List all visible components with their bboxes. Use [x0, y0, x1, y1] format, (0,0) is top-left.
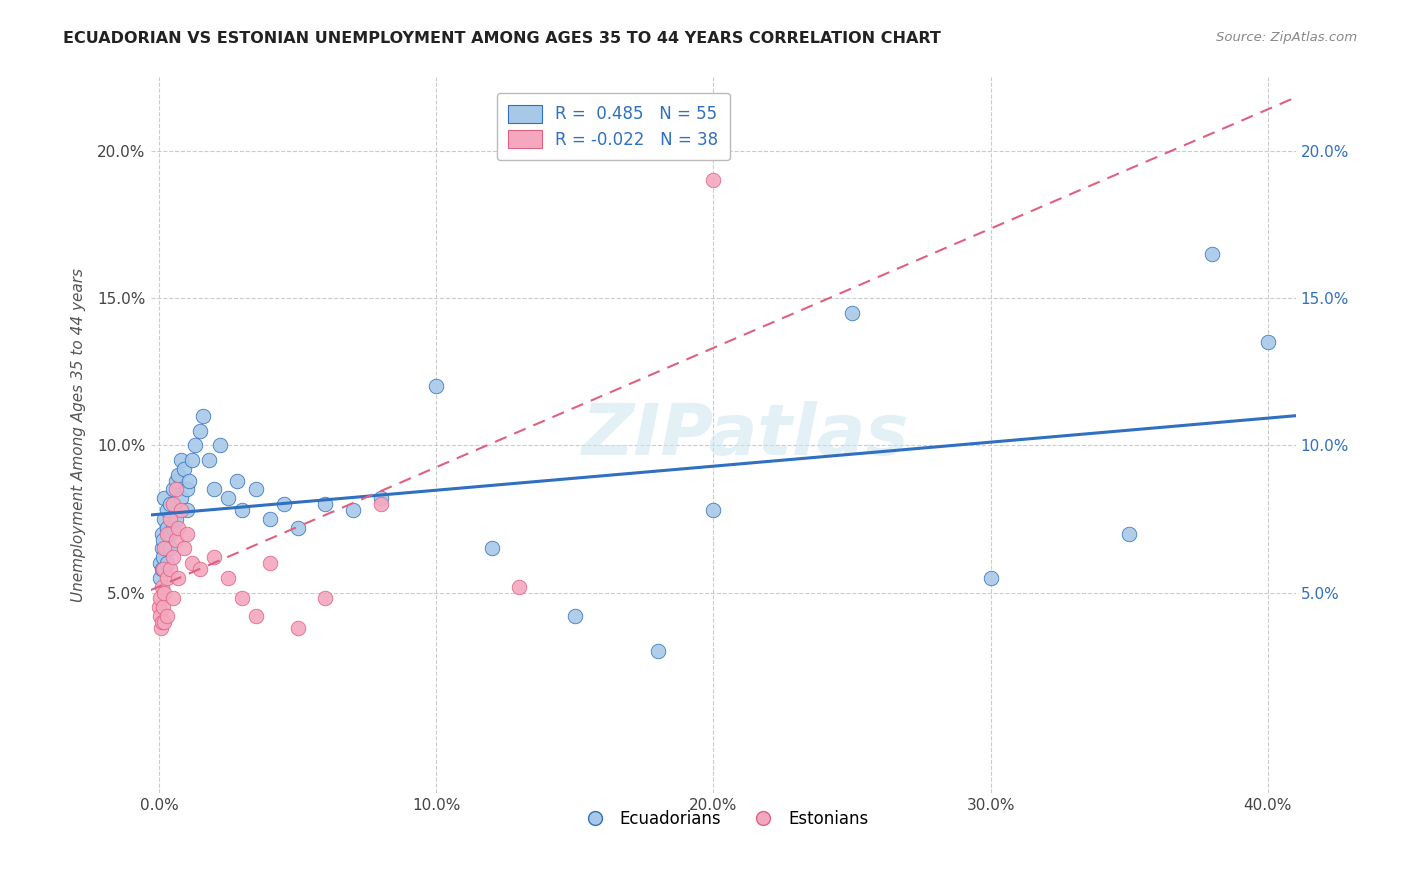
Point: [156, 503, 179, 517]
Point: [150, 621, 173, 635]
Point: [370, 497, 392, 511]
Point: [259, 512, 281, 526]
Point: [165, 533, 187, 547]
Point: [159, 562, 181, 576]
Point: [150, 526, 173, 541]
Point: [314, 591, 336, 606]
Point: [273, 497, 295, 511]
Point: [159, 512, 181, 526]
Point: [153, 562, 176, 576]
Point: [564, 609, 586, 624]
Point: [225, 474, 247, 488]
Point: [202, 550, 225, 565]
Point: [245, 609, 267, 624]
Point: [167, 571, 190, 585]
Point: [153, 585, 176, 599]
Point: [153, 541, 176, 556]
Point: [173, 541, 195, 556]
Point: [184, 438, 207, 452]
Point: [190, 562, 212, 576]
Point: [150, 541, 173, 556]
Point: [1201, 247, 1223, 261]
Point: [170, 453, 193, 467]
Point: [153, 615, 176, 629]
Point: [202, 483, 225, 497]
Point: [190, 424, 212, 438]
Point: [287, 521, 309, 535]
Point: [342, 503, 364, 517]
Point: [1257, 335, 1279, 350]
Point: [647, 644, 669, 658]
Point: [156, 571, 179, 585]
Point: [370, 491, 392, 506]
Legend: Ecuadorians, Estonians: Ecuadorians, Estonians: [571, 803, 875, 834]
Point: [217, 491, 239, 506]
Point: [231, 591, 253, 606]
Point: [170, 491, 193, 506]
Point: [156, 556, 179, 570]
Point: [152, 562, 174, 576]
Point: [150, 562, 173, 576]
Point: [193, 409, 215, 423]
Point: [156, 609, 179, 624]
Point: [165, 512, 187, 526]
Point: [314, 497, 336, 511]
Point: [176, 503, 198, 517]
Point: [162, 591, 184, 606]
Point: [980, 571, 1002, 585]
Point: [176, 483, 198, 497]
Point: [287, 621, 309, 635]
Point: [162, 483, 184, 497]
Point: [150, 580, 173, 594]
Point: [208, 438, 231, 452]
Point: [152, 533, 174, 547]
Point: [1118, 526, 1140, 541]
Point: [156, 521, 179, 535]
Point: [150, 615, 173, 629]
Point: [181, 556, 204, 570]
Point: [155, 541, 177, 556]
Point: [217, 571, 239, 585]
Point: [176, 526, 198, 541]
Point: [149, 571, 172, 585]
Point: [159, 497, 181, 511]
Point: [149, 591, 172, 606]
Text: ZIPatlas: ZIPatlas: [582, 401, 910, 469]
Point: [259, 556, 281, 570]
Point: [152, 550, 174, 565]
Point: [153, 491, 176, 506]
Point: [148, 600, 170, 615]
Point: [167, 467, 190, 482]
Point: [198, 453, 221, 467]
Point: [149, 556, 172, 570]
Point: [162, 550, 184, 565]
Point: [508, 580, 530, 594]
Point: [245, 483, 267, 497]
Point: [702, 173, 724, 187]
Point: [153, 512, 176, 526]
Point: [170, 503, 193, 517]
Point: [165, 474, 187, 488]
Point: [162, 521, 184, 535]
Point: [179, 474, 201, 488]
Point: [152, 600, 174, 615]
Y-axis label: Unemployment Among Ages 35 to 44 years: Unemployment Among Ages 35 to 44 years: [72, 268, 86, 602]
Point: [425, 379, 447, 393]
Point: [702, 503, 724, 517]
Point: [159, 526, 181, 541]
Point: [165, 483, 187, 497]
Point: [841, 306, 863, 320]
Point: [162, 497, 184, 511]
Point: [181, 453, 204, 467]
Text: Source: ZipAtlas.com: Source: ZipAtlas.com: [1216, 31, 1357, 45]
Point: [167, 521, 190, 535]
Point: [149, 609, 172, 624]
Point: [231, 503, 253, 517]
Point: [156, 526, 179, 541]
Text: ECUADORIAN VS ESTONIAN UNEMPLOYMENT AMONG AGES 35 TO 44 YEARS CORRELATION CHART: ECUADORIAN VS ESTONIAN UNEMPLOYMENT AMON…: [63, 31, 941, 46]
Point: [173, 462, 195, 476]
Point: [481, 541, 503, 556]
Point: [159, 541, 181, 556]
